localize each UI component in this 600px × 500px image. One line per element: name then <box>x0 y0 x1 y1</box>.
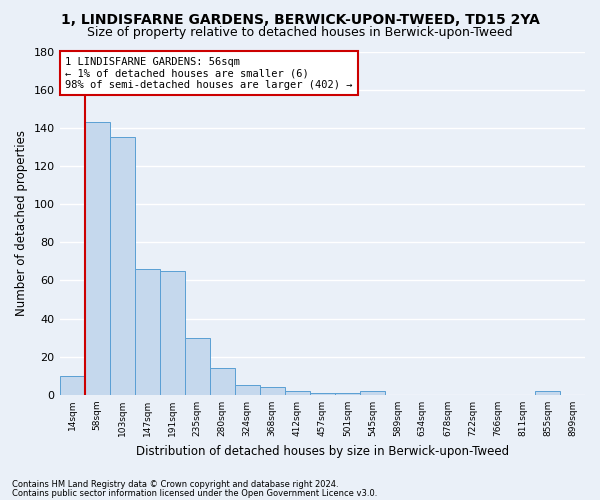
Bar <box>185 338 209 395</box>
Text: Contains public sector information licensed under the Open Government Licence v3: Contains public sector information licen… <box>12 488 377 498</box>
Bar <box>134 269 160 395</box>
Bar <box>110 138 134 395</box>
Bar <box>209 368 235 395</box>
Bar <box>360 391 385 395</box>
Text: Size of property relative to detached houses in Berwick-upon-Tweed: Size of property relative to detached ho… <box>87 26 513 39</box>
Text: 1 LINDISFARNE GARDENS: 56sqm
← 1% of detached houses are smaller (6)
98% of semi: 1 LINDISFARNE GARDENS: 56sqm ← 1% of det… <box>65 56 352 90</box>
X-axis label: Distribution of detached houses by size in Berwick-upon-Tweed: Distribution of detached houses by size … <box>136 444 509 458</box>
Bar <box>260 388 285 395</box>
Bar <box>59 376 85 395</box>
Text: 1, LINDISFARNE GARDENS, BERWICK-UPON-TWEED, TD15 2YA: 1, LINDISFARNE GARDENS, BERWICK-UPON-TWE… <box>61 12 539 26</box>
Bar <box>335 393 360 395</box>
Bar <box>310 393 335 395</box>
Bar <box>160 271 185 395</box>
Bar <box>535 391 560 395</box>
Bar <box>235 386 260 395</box>
Bar <box>85 122 110 395</box>
Text: Contains HM Land Registry data © Crown copyright and database right 2024.: Contains HM Land Registry data © Crown c… <box>12 480 338 489</box>
Y-axis label: Number of detached properties: Number of detached properties <box>15 130 28 316</box>
Bar <box>285 391 310 395</box>
